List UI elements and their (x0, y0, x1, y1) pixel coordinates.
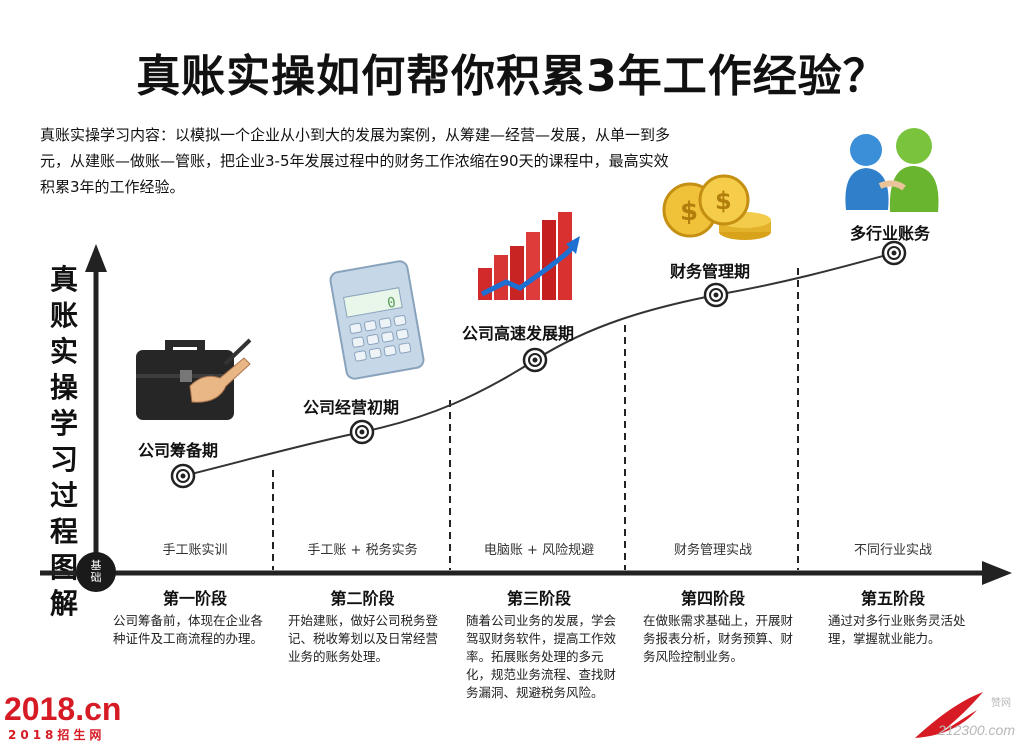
base-badge-text: 基础 (90, 559, 102, 584)
base-label-2: 手工账 + 税务实务 (307, 543, 418, 558)
stage-desc-1: 公司筹备前，体现在企业各种证件及工商流程的办理。 (113, 613, 264, 646)
x-axis-arrow (982, 561, 1012, 585)
base-label-4: 财务管理实战 (673, 543, 752, 558)
target-marker-2 (349, 419, 375, 445)
phase-label-5: 多行业账务 (850, 224, 931, 243)
logo-212300: 赞网 212300.com (905, 690, 1015, 742)
svg-text:$: $ (715, 187, 732, 215)
phase-label-3: 公司高速发展期 (462, 324, 575, 343)
base-badge: 基础 (76, 552, 116, 592)
calculator-icon: 0 (329, 260, 425, 380)
logo-212300-site: 212300.com (937, 722, 1015, 738)
logo-2018-text: 2018.cn (4, 691, 122, 727)
base-label-1: 手工账实训 (162, 543, 228, 558)
stage-desc-5: 通过对多行业账务灵活处理，掌握就业能力。 (828, 613, 966, 646)
phase-label-4: 财务管理期 (670, 262, 751, 281)
svg-text:0: 0 (386, 295, 397, 312)
logo-2018-subtext: 2018招生网 (8, 728, 106, 742)
target-marker-3 (522, 347, 548, 373)
target-marker-5 (881, 240, 907, 266)
stage-desc-3: 随着公司业务的发展，学会驾驭财务软件，提高工作效率。拓展账务处理的多元化，规范业… (466, 613, 617, 700)
intro-text: 真账实操学习内容：以模拟一个企业从小到大的发展为案例，从筹建—经营—发展，从单一… (40, 126, 671, 196)
logo-212300-tag: 赞网 (991, 698, 1011, 709)
stage-title-1: 第一阶段 (162, 589, 227, 608)
target-marker-1 (170, 463, 196, 489)
stage-title-3: 第三阶段 (506, 589, 571, 608)
base-label-3: 电脑账 + 风险规避 (483, 543, 595, 558)
vertical-axis-title: 真账实操学习过程图解 (49, 263, 78, 620)
stage-title-4: 第四阶段 (680, 589, 745, 608)
stage-title-5: 第五阶段 (860, 589, 925, 608)
phase-label-2: 公司经营初期 (303, 398, 400, 417)
page-title: 真账实操如何帮你积累3年工作经验？ (136, 51, 888, 102)
svg-text:$: $ (680, 197, 698, 227)
people-icon (845, 128, 939, 212)
stage-title-2: 第二阶段 (330, 589, 395, 608)
stage-desc-2: 开始建账，做好公司税务登记、税收筹划以及日常经营业务的账务处理。 (288, 613, 439, 664)
y-axis-arrow (85, 244, 107, 272)
logo-2018: 2018.cn 2018招生网 (4, 692, 121, 743)
growth-chart-icon (478, 212, 580, 300)
phase-label-1: 公司筹备期 (138, 441, 219, 460)
base-label-5: 不同行业实战 (853, 543, 932, 558)
target-marker-4 (703, 282, 729, 308)
stage-desc-4: 在做账需求基础上，开展财务报表分析，财务预算、财务风险控制业务。 (643, 613, 794, 664)
feather-icon (915, 692, 983, 738)
coins-icon: $ $ (662, 174, 771, 240)
briefcase-icon (136, 338, 252, 420)
